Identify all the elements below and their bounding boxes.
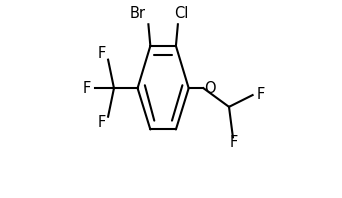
Text: F: F <box>256 87 265 102</box>
Text: O: O <box>205 81 216 96</box>
Text: Cl: Cl <box>174 6 188 21</box>
Text: Br: Br <box>129 6 145 21</box>
Text: F: F <box>98 46 106 61</box>
Text: F: F <box>82 81 90 96</box>
Text: F: F <box>230 135 238 150</box>
Text: F: F <box>98 115 106 130</box>
